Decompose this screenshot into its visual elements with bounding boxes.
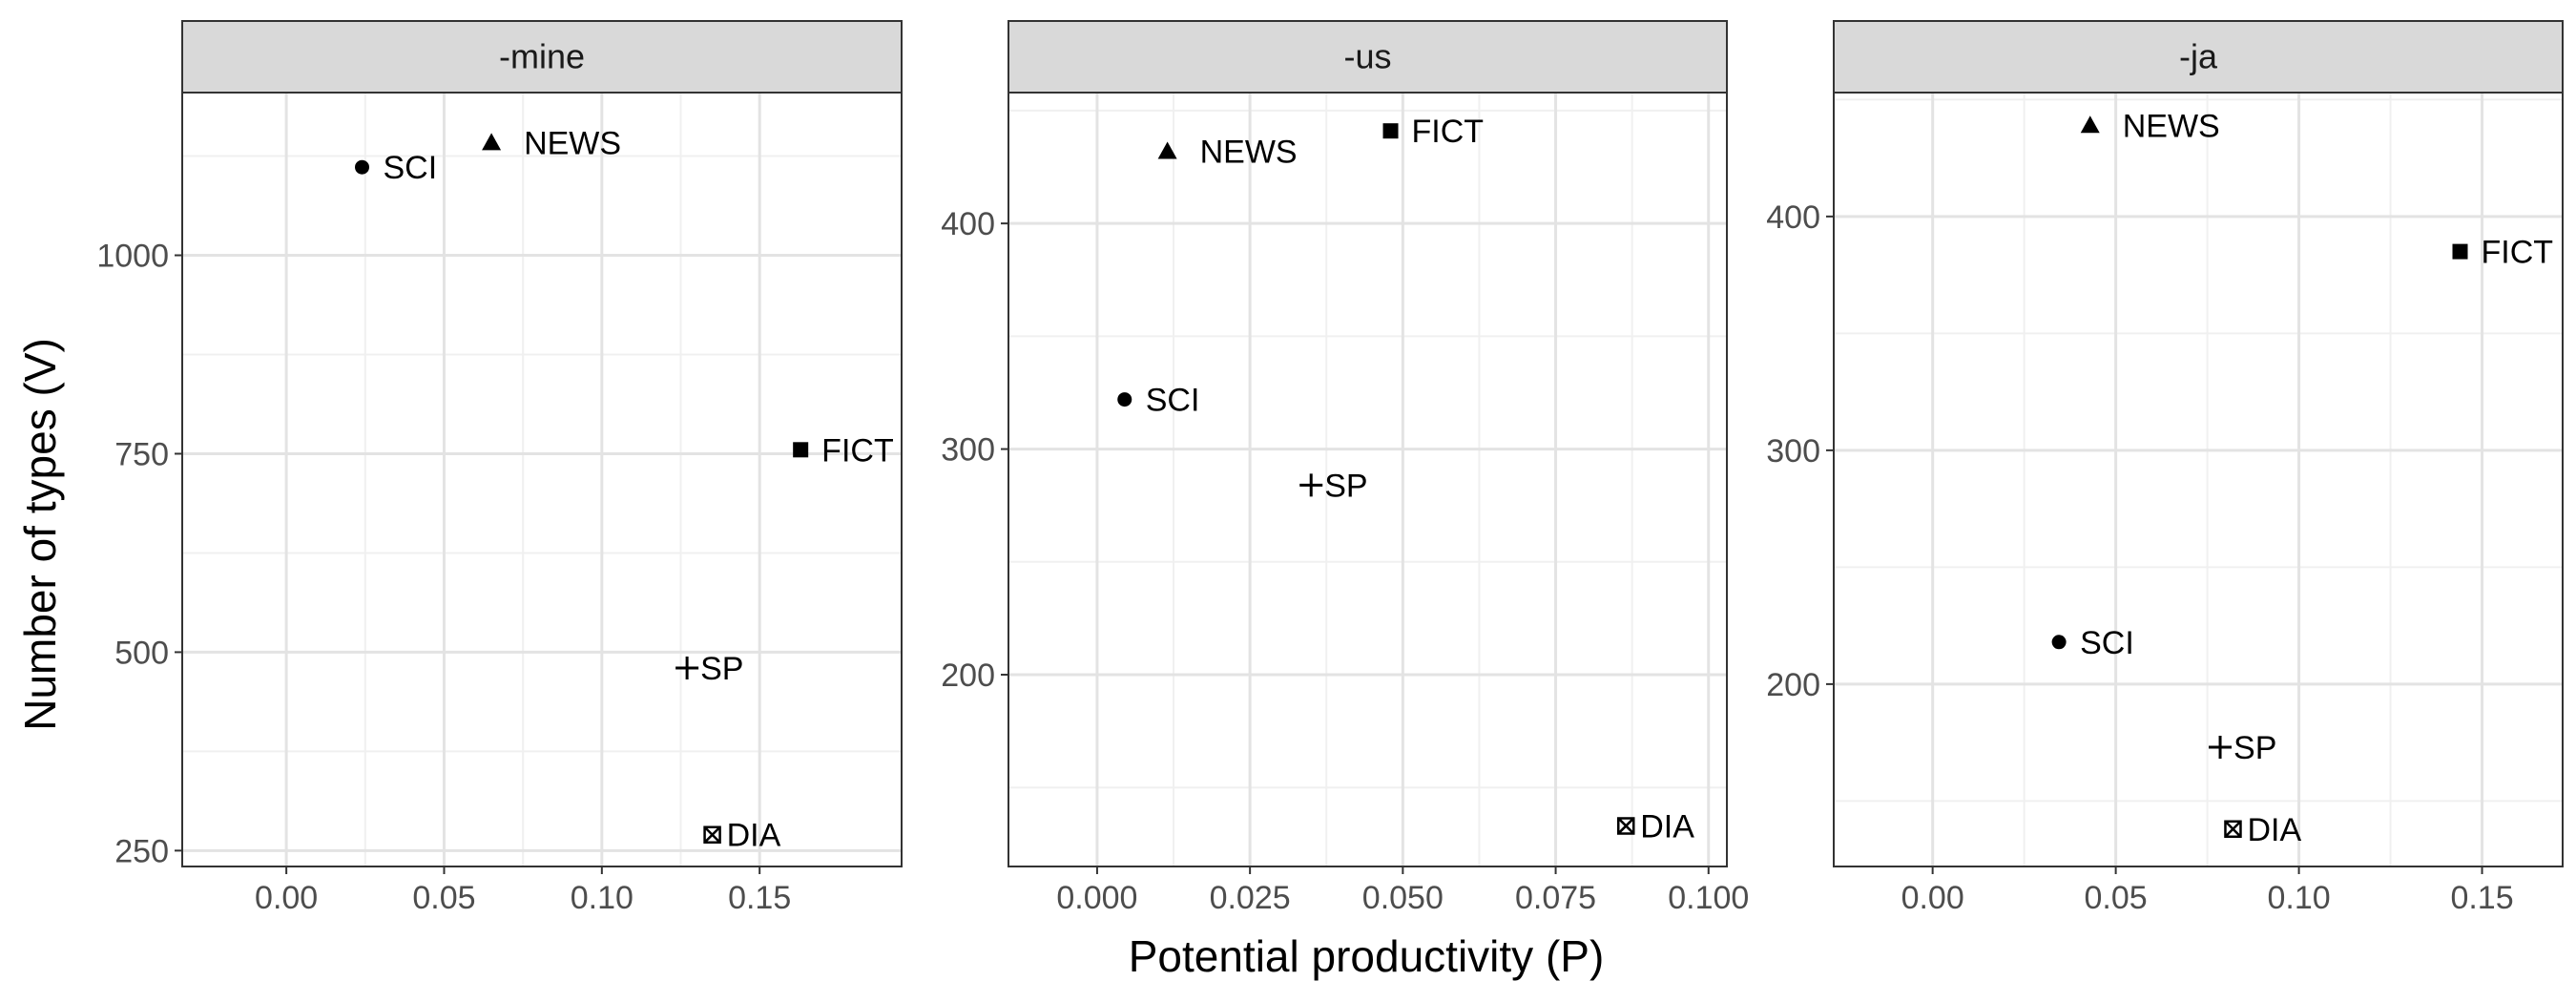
data-point-label-dia: DIA [727,818,781,854]
data-point-label-sp: SP [700,651,743,687]
data-point-label-dia: DIA [1640,808,1694,845]
data-point-sp [1299,473,1323,497]
data-point-label-fict: FICT [2482,235,2554,271]
x-tick-label: 0.10 [2267,880,2330,916]
data-point-label-fict: FICT [821,432,894,469]
facet-strip-label: -mine [499,37,585,76]
y-tick-label: 500 [114,635,169,671]
panel-background [1008,93,1727,866]
x-tick-label: 0.10 [571,880,634,916]
data-point-fict [2452,243,2468,260]
x-tick-label: 0.100 [1668,880,1749,916]
y-tick-label: 400 [1766,199,1820,236]
data-point-sci [2051,635,2067,650]
y-tick-label: 400 [941,206,995,242]
data-point-news [482,133,502,151]
y-tick-label: 200 [1766,667,1820,703]
facet-strip [1833,20,2564,94]
data-point-label-sci: SCI [1146,383,1200,419]
data-point-label-news: NEWS [524,125,621,161]
x-tick-label: 0.05 [2085,880,2148,916]
facet-strip [1008,20,1728,94]
x-tick-label: 0.00 [255,880,318,916]
x-tick-label: 0.025 [1210,880,1291,916]
data-point-news [2080,115,2100,134]
facet-strip-label: -us [1343,37,1391,76]
data-point-label-sp: SP [1324,468,1367,504]
y-tick-label: 200 [941,658,995,694]
panel-border [181,92,903,867]
panel-border [1008,92,1728,867]
y-axis-title: Number of types (V) [15,338,65,731]
data-point-sp [2209,736,2233,760]
data-point-label-sci: SCI [2080,625,2134,661]
data-point-news [1157,141,1177,159]
x-tick-label: 0.15 [2450,880,2513,916]
data-point-label-fict: FICT [1412,114,1485,150]
x-tick-label: 0.075 [1515,880,1596,916]
data-point-label-news: NEWS [1200,134,1298,170]
data-point-fict [793,442,809,458]
data-point-label-dia: DIA [2247,812,2301,848]
facet-strip-label: -ja [2179,37,2218,76]
panel-background [182,93,902,866]
x-axis-title: Potential productivity (P) [1129,931,1605,981]
panel-background [1834,93,2563,866]
x-tick-label: 0.050 [1362,880,1444,916]
x-tick-label: 0.00 [1901,880,1964,916]
panel-border [1833,92,2564,867]
data-point-fict [1382,123,1399,139]
y-tick-label: 250 [114,833,169,869]
data-point-sci [1117,392,1132,407]
data-point-label-news: NEWS [2123,108,2220,144]
data-point-sci [355,159,369,175]
data-point-sp [675,657,699,680]
facet-panel-2: -us 0.000 0.025 0.050 0.075 0.100 200 300 400 FIC… [941,20,1749,916]
data-point-label-sp: SP [2233,730,2276,766]
y-tick-label: 750 [114,436,169,472]
x-tick-label: 0.05 [412,880,475,916]
y-tick-label: 1000 [96,239,169,275]
y-tick-label: 300 [1766,433,1820,470]
facet-strip [181,20,903,94]
facet-panel-1: -mine 0.00 0.05 0.10 0.15 250 500 750 1000 SCI NEW… [96,20,903,916]
x-tick-label: 0.000 [1056,880,1137,916]
facet-panel-3: -ja 0.00 0.05 0.10 0.15 200 300 400 NEWS FICT SCI S… [1766,20,2564,916]
data-point-dia [1617,817,1635,835]
y-tick-label: 300 [941,432,995,469]
x-tick-label: 0.15 [728,880,791,916]
data-point-label-sci: SCI [384,150,438,186]
data-point-dia [2224,820,2242,839]
facet-panels: -mine 0.00 0.05 0.10 0.15 250 500 750 1000 SCI NEW… [96,20,2564,916]
data-point-dia [703,825,721,844]
